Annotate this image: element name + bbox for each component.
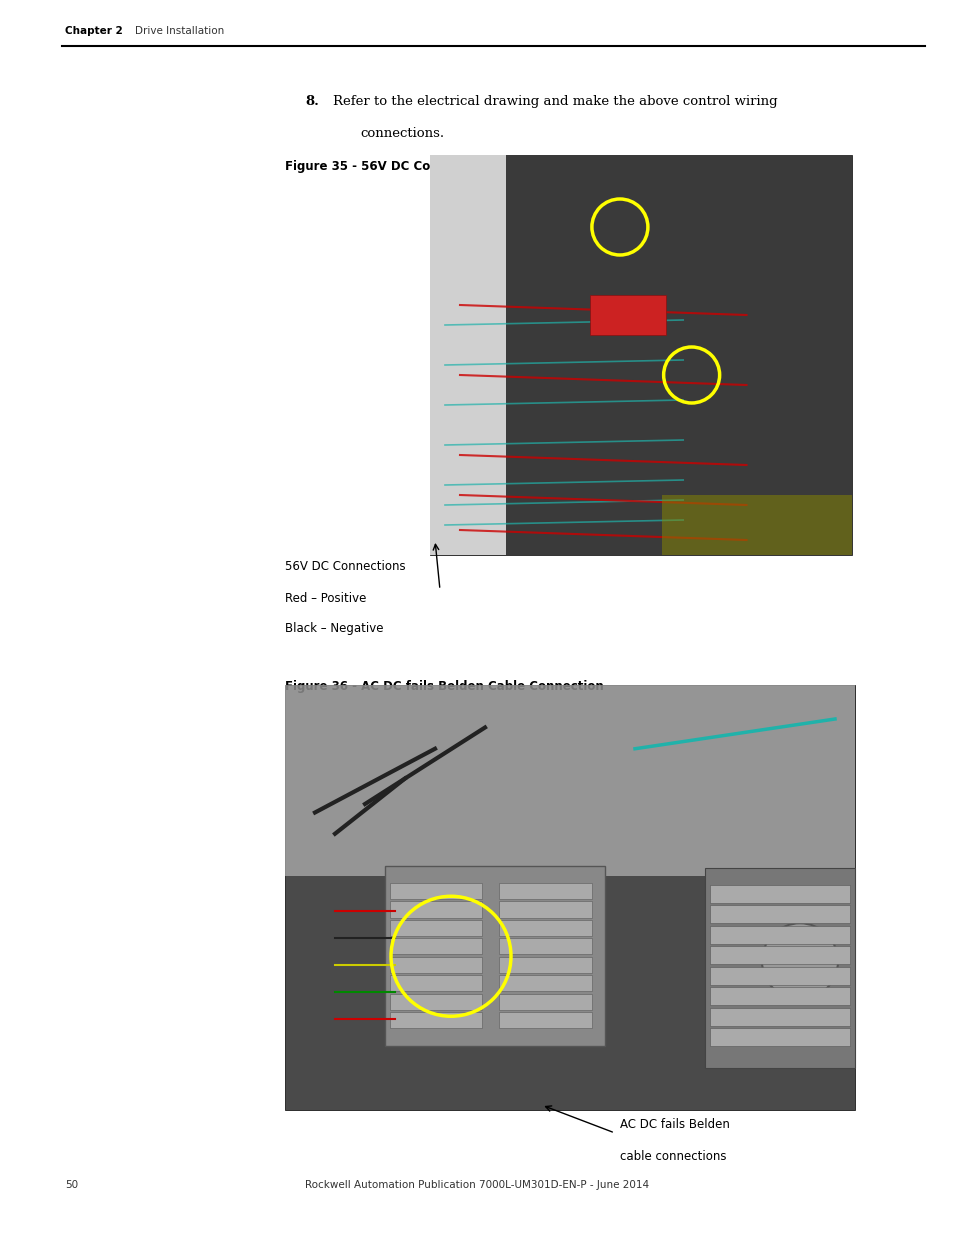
Bar [498, 976, 591, 992]
Bar [498, 883, 591, 899]
Bar [709, 1029, 849, 1046]
Bar [498, 1011, 591, 1029]
Bar [285, 685, 854, 1110]
Text: cable connections: cable connections [619, 1150, 726, 1163]
Bar [498, 902, 591, 918]
Bar [709, 905, 849, 924]
Text: 8.: 8. [305, 95, 318, 107]
Bar [709, 1008, 849, 1026]
Text: 56V DC Connections: 56V DC Connections [285, 559, 405, 573]
Bar [498, 939, 591, 955]
Text: Figure 35 - 56V DC Connections: Figure 35 - 56V DC Connections [285, 161, 495, 173]
Bar [498, 957, 591, 973]
FancyBboxPatch shape [430, 156, 851, 555]
Circle shape [761, 924, 837, 999]
Bar [498, 994, 591, 1010]
Bar [390, 1011, 482, 1029]
Bar [390, 957, 482, 973]
Bar [498, 920, 591, 936]
Bar [709, 884, 849, 903]
Bar [390, 976, 482, 992]
Text: connections.: connections. [359, 127, 444, 140]
Bar [285, 685, 854, 877]
Bar [661, 495, 851, 555]
Bar [709, 946, 849, 965]
Bar [390, 902, 482, 918]
Bar [385, 866, 604, 1046]
Bar [590, 295, 665, 335]
Text: Rockwell Automation Publication 7000L-UM301D-EN-P - June 2014: Rockwell Automation Publication 7000L-UM… [305, 1179, 648, 1191]
Text: 50: 50 [65, 1179, 78, 1191]
Bar [704, 867, 854, 1067]
Text: Refer to the electrical drawing and make the above control wiring: Refer to the electrical drawing and make… [333, 95, 777, 107]
Bar [709, 987, 849, 1005]
Bar [390, 939, 482, 955]
Text: AC DC fails Belden: AC DC fails Belden [619, 1118, 729, 1131]
Text: Red – Positive: Red – Positive [285, 592, 366, 605]
Text: Chapter 2: Chapter 2 [65, 26, 123, 36]
Bar [430, 156, 851, 555]
Bar [709, 967, 849, 984]
Bar [390, 920, 482, 936]
Bar [390, 883, 482, 899]
Text: Drive Installation: Drive Installation [135, 26, 224, 36]
Text: Figure 36 - AC DC fails Belden Cable Connection: Figure 36 - AC DC fails Belden Cable Con… [285, 680, 603, 693]
Text: Black – Negative: Black – Negative [285, 622, 383, 635]
Bar [709, 926, 849, 944]
Bar [390, 994, 482, 1010]
Bar [430, 156, 505, 555]
